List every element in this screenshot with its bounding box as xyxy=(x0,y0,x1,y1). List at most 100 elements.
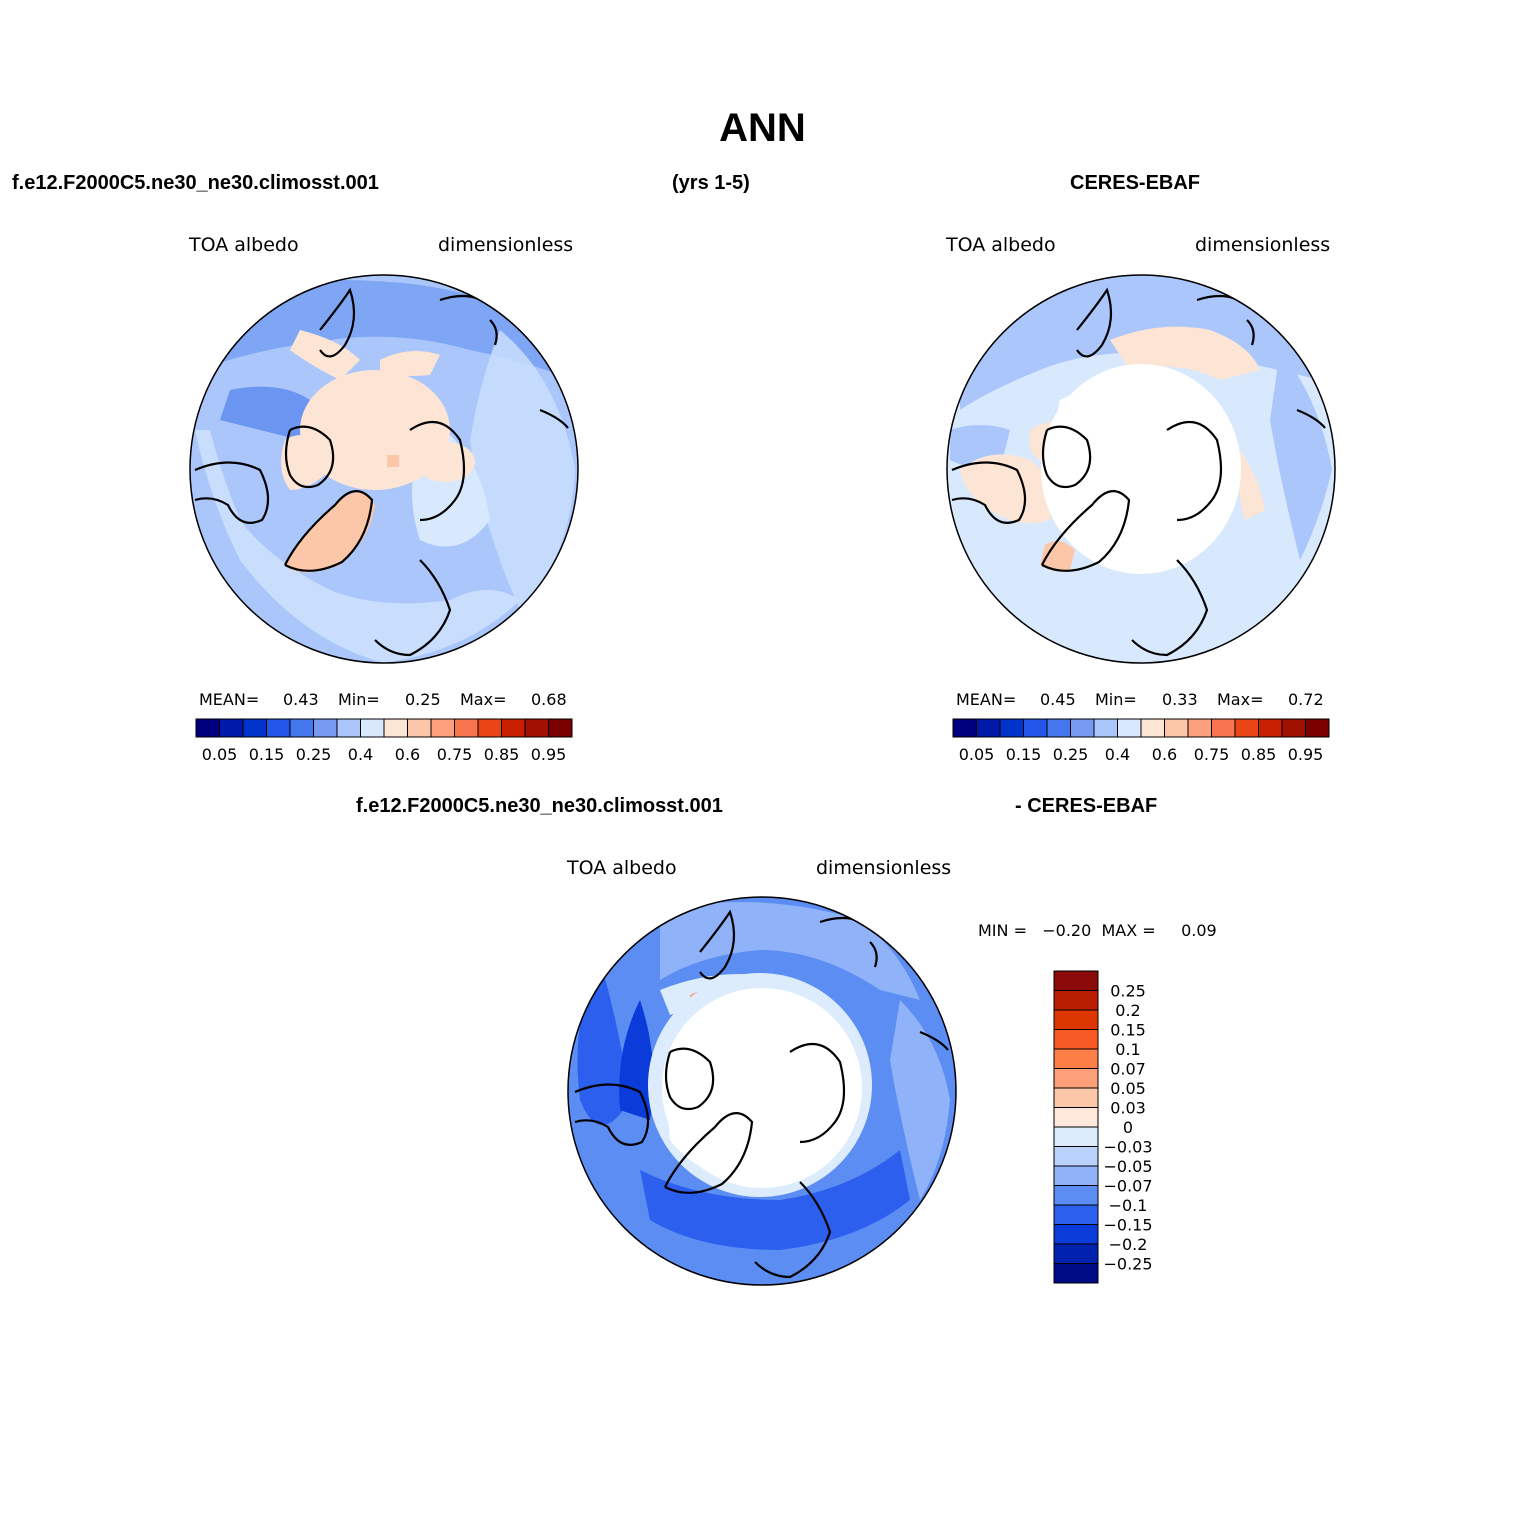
panel1-units: dimensionless xyxy=(438,234,574,256)
colorbar-difference: 0.250.20.150.10.070.050.030−0.03−0.05−0.… xyxy=(1053,970,1153,1284)
colorbar-tick-label: 0.15 xyxy=(1006,745,1042,764)
panel1-min-value: 0.25 xyxy=(405,690,441,709)
colorbar-box xyxy=(477,718,502,738)
colorbar-box xyxy=(1117,718,1142,738)
colorbar-box xyxy=(976,718,1001,738)
years-header: (yrs 1-5) xyxy=(672,172,750,194)
colorbar-box xyxy=(1053,1048,1099,1069)
colorbar-box xyxy=(1234,718,1259,738)
panel2-variable: TOA albedo xyxy=(946,234,1056,256)
colorbar-tick-label: 0.05 xyxy=(1110,1079,1146,1098)
colorbar-tick-label: 0.6 xyxy=(1152,745,1177,764)
map-difference xyxy=(567,896,957,1286)
colorbar-box xyxy=(1053,1029,1099,1050)
map-model xyxy=(189,274,579,664)
colorbar-tick-label: −0.07 xyxy=(1103,1177,1152,1196)
colorbar-tick-label: −0.25 xyxy=(1103,1255,1152,1274)
colorbar-tick-label: 0.25 xyxy=(1110,982,1146,1001)
panel1-min-label: Min= xyxy=(338,690,380,709)
colorbar-box xyxy=(524,718,549,738)
panel2-mean-label: MEAN= xyxy=(956,690,1017,709)
colorbar-tick-label: −0.05 xyxy=(1103,1157,1152,1176)
colorbar-tick-label: 0.95 xyxy=(1288,745,1324,764)
colorbar-tick-label: 0.25 xyxy=(1053,745,1089,764)
colorbar-tick-label: 0.1 xyxy=(1115,1040,1140,1059)
panel2-mean-value: 0.45 xyxy=(1040,690,1076,709)
colorbar-box xyxy=(360,718,385,738)
colorbar-box xyxy=(407,718,432,738)
colorbar-box xyxy=(1053,970,1099,991)
figure-title: ANN xyxy=(719,106,806,150)
colorbar-box xyxy=(1164,718,1189,738)
colorbar-box xyxy=(1023,718,1048,738)
colorbar-box xyxy=(1305,718,1330,738)
colorbar-tick-label: 0.15 xyxy=(1110,1021,1146,1040)
colorbar-tick-label: 0.85 xyxy=(1241,745,1277,764)
diff-title-left: f.e12.F2000C5.ne30_ne30.climosst.001 xyxy=(356,795,723,817)
colorbar-box xyxy=(1053,1068,1099,1089)
colorbar-panel2: 0.05 0.15 0.25 0.4 0.6 0.75 0.85 0.95 xyxy=(952,718,1330,764)
panel1-mean-value: 0.43 xyxy=(283,690,319,709)
colorbar-tick-label: 0.25 xyxy=(296,745,332,764)
colorbar-box xyxy=(1053,1009,1099,1030)
colorbar-tick-label: 0.6 xyxy=(395,745,420,764)
colorbar-box xyxy=(266,718,291,738)
colorbar-box xyxy=(195,718,220,738)
diff-variable: TOA albedo xyxy=(567,857,677,879)
colorbar-box xyxy=(383,718,408,738)
panel2-min-label: Min= xyxy=(1095,690,1137,709)
colorbar-tick-label: 0.85 xyxy=(484,745,520,764)
colorbar-box xyxy=(1053,1146,1099,1167)
colorbar-tick-label: 0.75 xyxy=(1194,745,1230,764)
colorbar-box xyxy=(1258,718,1283,738)
colorbar-box xyxy=(219,718,244,738)
map-obs xyxy=(946,274,1336,664)
colorbar-box xyxy=(1053,1263,1099,1284)
colorbar-tick-label: 0.05 xyxy=(959,745,995,764)
colorbar-tick-label: −0.2 xyxy=(1109,1235,1148,1254)
colorbar-box xyxy=(501,718,526,738)
colorbar-box xyxy=(1046,718,1071,738)
colorbar-box xyxy=(548,718,573,738)
colorbar-panel1: 0.05 0.15 0.25 0.4 0.6 0.75 0.85 0.95 xyxy=(195,718,573,764)
colorbar-tick-label: −0.15 xyxy=(1103,1216,1152,1235)
colorbar-box xyxy=(999,718,1024,738)
colorbar-box xyxy=(952,718,977,738)
case-name-header: f.e12.F2000C5.ne30_ne30.climosst.001 xyxy=(12,172,379,194)
colorbar-box xyxy=(1281,718,1306,738)
colorbar-tick-label: 0.15 xyxy=(249,745,285,764)
colorbar-box xyxy=(1053,1107,1099,1128)
colorbar-box xyxy=(454,718,479,738)
colorbar-tick-label: 0 xyxy=(1123,1118,1133,1137)
diff-units: dimensionless xyxy=(816,857,952,879)
panel1-mean-label: MEAN= xyxy=(199,690,260,709)
panel2-units: dimensionless xyxy=(1195,234,1331,256)
colorbar-box xyxy=(1053,1243,1099,1264)
colorbar-box xyxy=(1211,718,1236,738)
panel2-max-value: 0.72 xyxy=(1288,690,1324,709)
panel1-max-value: 0.68 xyxy=(531,690,567,709)
colorbar-tick-label: 0.4 xyxy=(1105,745,1130,764)
colorbar-tick-label: 0.03 xyxy=(1110,1099,1146,1118)
colorbar-tick-label: 0.2 xyxy=(1115,1001,1140,1020)
colorbar-tick-label: 0.4 xyxy=(348,745,373,764)
colorbar-box xyxy=(1140,718,1165,738)
colorbar-box xyxy=(242,718,267,738)
colorbar-box xyxy=(1053,990,1099,1011)
colorbar-tick-label: 0.95 xyxy=(531,745,567,764)
colorbar-tick-label: 0.75 xyxy=(437,745,473,764)
obs-name-header: CERES-EBAF xyxy=(1070,172,1201,194)
panel1-max-label: Max= xyxy=(460,690,507,709)
colorbar-box xyxy=(1053,1204,1099,1225)
colorbar-box xyxy=(1053,1126,1099,1147)
colorbar-tick-label: 0.07 xyxy=(1110,1060,1146,1079)
colorbar-box xyxy=(289,718,314,738)
panel2-max-label: Max= xyxy=(1217,690,1264,709)
colorbar-box xyxy=(313,718,338,738)
panel1-variable: TOA albedo xyxy=(189,234,299,256)
colorbar-box xyxy=(1053,1087,1099,1108)
colorbar-box xyxy=(1053,1224,1099,1245)
diff-title-right: - CERES-EBAF xyxy=(1015,795,1158,817)
colorbar-box xyxy=(1070,718,1095,738)
